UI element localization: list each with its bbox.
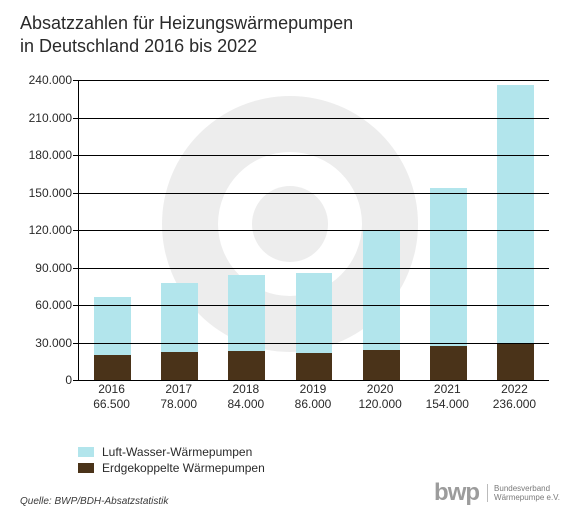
ytick-label: 240.000 [20,73,72,87]
bar-segment [228,275,265,351]
logo-sub-line1: Bundesverband [494,484,560,493]
bar-segment [363,350,400,380]
bar-segment [497,343,534,381]
bar-segment [296,353,333,381]
bar-segment [363,230,400,350]
chart-container: Absatzzahlen für Heizungswärmepumpen in … [0,0,576,521]
ytick-mark [73,118,79,119]
plot-area [78,80,549,381]
chart-title: Absatzzahlen für Heizungswärmepumpen in … [20,12,353,59]
legend-swatch [78,447,94,457]
ytick-label: 60.000 [20,298,72,312]
source-text: Quelle: BWP/BDH-Absatzstatistik [20,496,168,507]
gridline [79,343,549,344]
bar-segment [430,346,467,380]
xtick-label: 2022236.000 [493,382,536,412]
legend: Luft-Wasser-Wärmepumpen Erdgekoppelte Wär… [78,445,265,477]
gridline [79,155,549,156]
ytick-mark [73,268,79,269]
gridline [79,230,549,231]
bar-segment [296,273,333,353]
xtick-label: 2021154.000 [426,382,469,412]
gridline [79,305,549,306]
ytick-label: 0 [20,373,72,387]
ytick-label: 90.000 [20,261,72,275]
chart-area: 0 30.000 60.000 90.000 120.000 150.000 180.000… [20,74,556,424]
logo-sub-line2: Wärmepumpe e.V. [494,493,560,502]
ytick-mark [73,343,79,344]
ytick-mark [73,80,79,81]
bar-segment [497,85,534,343]
xtick-label: 201986.000 [295,382,332,412]
legend-item: Luft-Wasser-Wärmepumpen [78,445,265,459]
ytick-mark [73,305,79,306]
logo-subtitle: Bundesverband Wärmepumpe e.V. [487,484,560,502]
gridline [79,268,549,269]
gridline [79,118,549,119]
xtick-label: 201884.000 [227,382,264,412]
ytick-mark [73,155,79,156]
xtick-label: 201666.500 [93,382,130,412]
legend-label: Erdgekoppelte Wärmepumpen [102,461,265,475]
ytick-label: 180.000 [20,148,72,162]
logo-mark: bwp [434,479,479,507]
bar-segment [161,352,198,380]
bar-segment [94,355,131,380]
xtick-label: 2020120.000 [358,382,401,412]
legend-item: Erdgekoppelte Wärmepumpen [78,461,265,475]
xtick-label: 201778.000 [160,382,197,412]
ytick-mark [73,380,79,381]
bwp-logo: bwp Bundesverband Wärmepumpe e.V. [434,479,560,507]
gridline [79,80,549,81]
ytick-label: 30.000 [20,336,72,350]
ytick-label: 120.000 [20,223,72,237]
bar-segment [161,283,198,352]
ytick-label: 210.000 [20,111,72,125]
ytick-mark [73,230,79,231]
ytick-mark [73,193,79,194]
legend-swatch [78,463,94,473]
ytick-label: 150.000 [20,186,72,200]
bar-segment [228,351,265,380]
gridline [79,193,549,194]
legend-label: Luft-Wasser-Wärmepumpen [102,445,252,459]
